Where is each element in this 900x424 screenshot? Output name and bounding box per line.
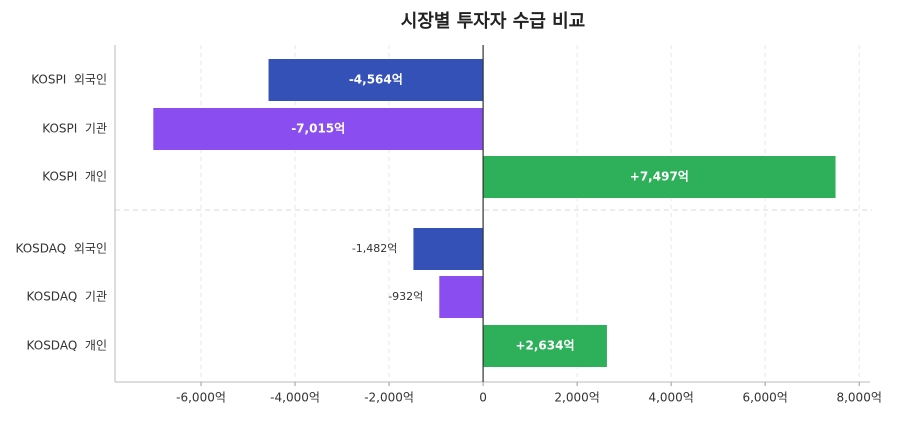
x-tick-label: -4,000억 (270, 391, 320, 405)
x-tick-label: -2,000억 (364, 391, 414, 405)
bar (483, 156, 836, 198)
y-tick-label: KOSPI 기관 (42, 122, 107, 136)
bar (268, 59, 484, 101)
bar (153, 108, 484, 150)
value-label: +7,497억 (630, 170, 689, 184)
x-tick-label: 2,000억 (554, 391, 599, 405)
y-tick-label: KOSDAQ 개인 (27, 339, 107, 353)
x-tick-label: 4,000억 (648, 391, 693, 405)
bar (483, 325, 607, 367)
value-label: -7,015억 (291, 122, 345, 136)
x-tick-label: 8,000억 (836, 391, 881, 405)
y-tick-label: KOSDAQ 외국인 (16, 242, 108, 256)
y-tick-label: KOSDAQ 기관 (27, 290, 107, 304)
value-label: -4,564억 (349, 73, 403, 87)
chart-title: 시장별 투자자 수급 비교 (401, 11, 585, 32)
value-label: -1,482억 (352, 242, 398, 255)
x-tick-label: -6,000억 (176, 391, 226, 405)
x-tick-label: 0 (479, 391, 487, 405)
y-tick-label: KOSPI 개인 (42, 170, 107, 184)
bar (413, 228, 484, 270)
bar (439, 276, 484, 318)
value-label: +2,634억 (515, 339, 574, 353)
y-tick-label: KOSPI 외국인 (31, 73, 107, 87)
x-tick-label: 6,000억 (742, 391, 787, 405)
value-label: -932억 (388, 290, 423, 303)
